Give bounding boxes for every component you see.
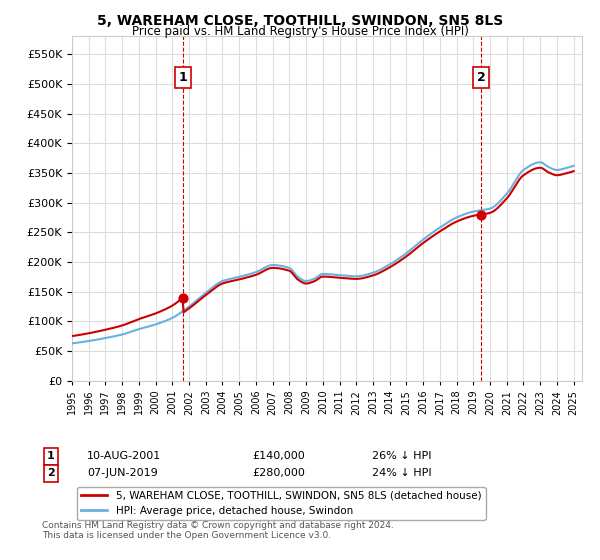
Text: 1: 1: [47, 451, 55, 461]
Text: Contains HM Land Registry data © Crown copyright and database right 2024.
This d: Contains HM Land Registry data © Crown c…: [42, 521, 394, 540]
Legend: 5, WAREHAM CLOSE, TOOTHILL, SWINDON, SN5 8LS (detached house), HPI: Average pric: 5, WAREHAM CLOSE, TOOTHILL, SWINDON, SN5…: [77, 487, 485, 520]
Text: 5, WAREHAM CLOSE, TOOTHILL, SWINDON, SN5 8LS: 5, WAREHAM CLOSE, TOOTHILL, SWINDON, SN5…: [97, 14, 503, 28]
Text: Price paid vs. HM Land Registry's House Price Index (HPI): Price paid vs. HM Land Registry's House …: [131, 25, 469, 38]
Text: 10-AUG-2001: 10-AUG-2001: [87, 451, 161, 461]
Text: 1: 1: [178, 71, 187, 84]
Text: £140,000: £140,000: [252, 451, 305, 461]
Text: 24% ↓ HPI: 24% ↓ HPI: [372, 468, 431, 478]
Point: [178, 293, 188, 302]
Text: 2: 2: [476, 71, 485, 84]
Point: [476, 210, 486, 219]
Text: £280,000: £280,000: [252, 468, 305, 478]
Text: 26% ↓ HPI: 26% ↓ HPI: [372, 451, 431, 461]
Text: 2: 2: [47, 468, 55, 478]
Text: 07-JUN-2019: 07-JUN-2019: [87, 468, 158, 478]
